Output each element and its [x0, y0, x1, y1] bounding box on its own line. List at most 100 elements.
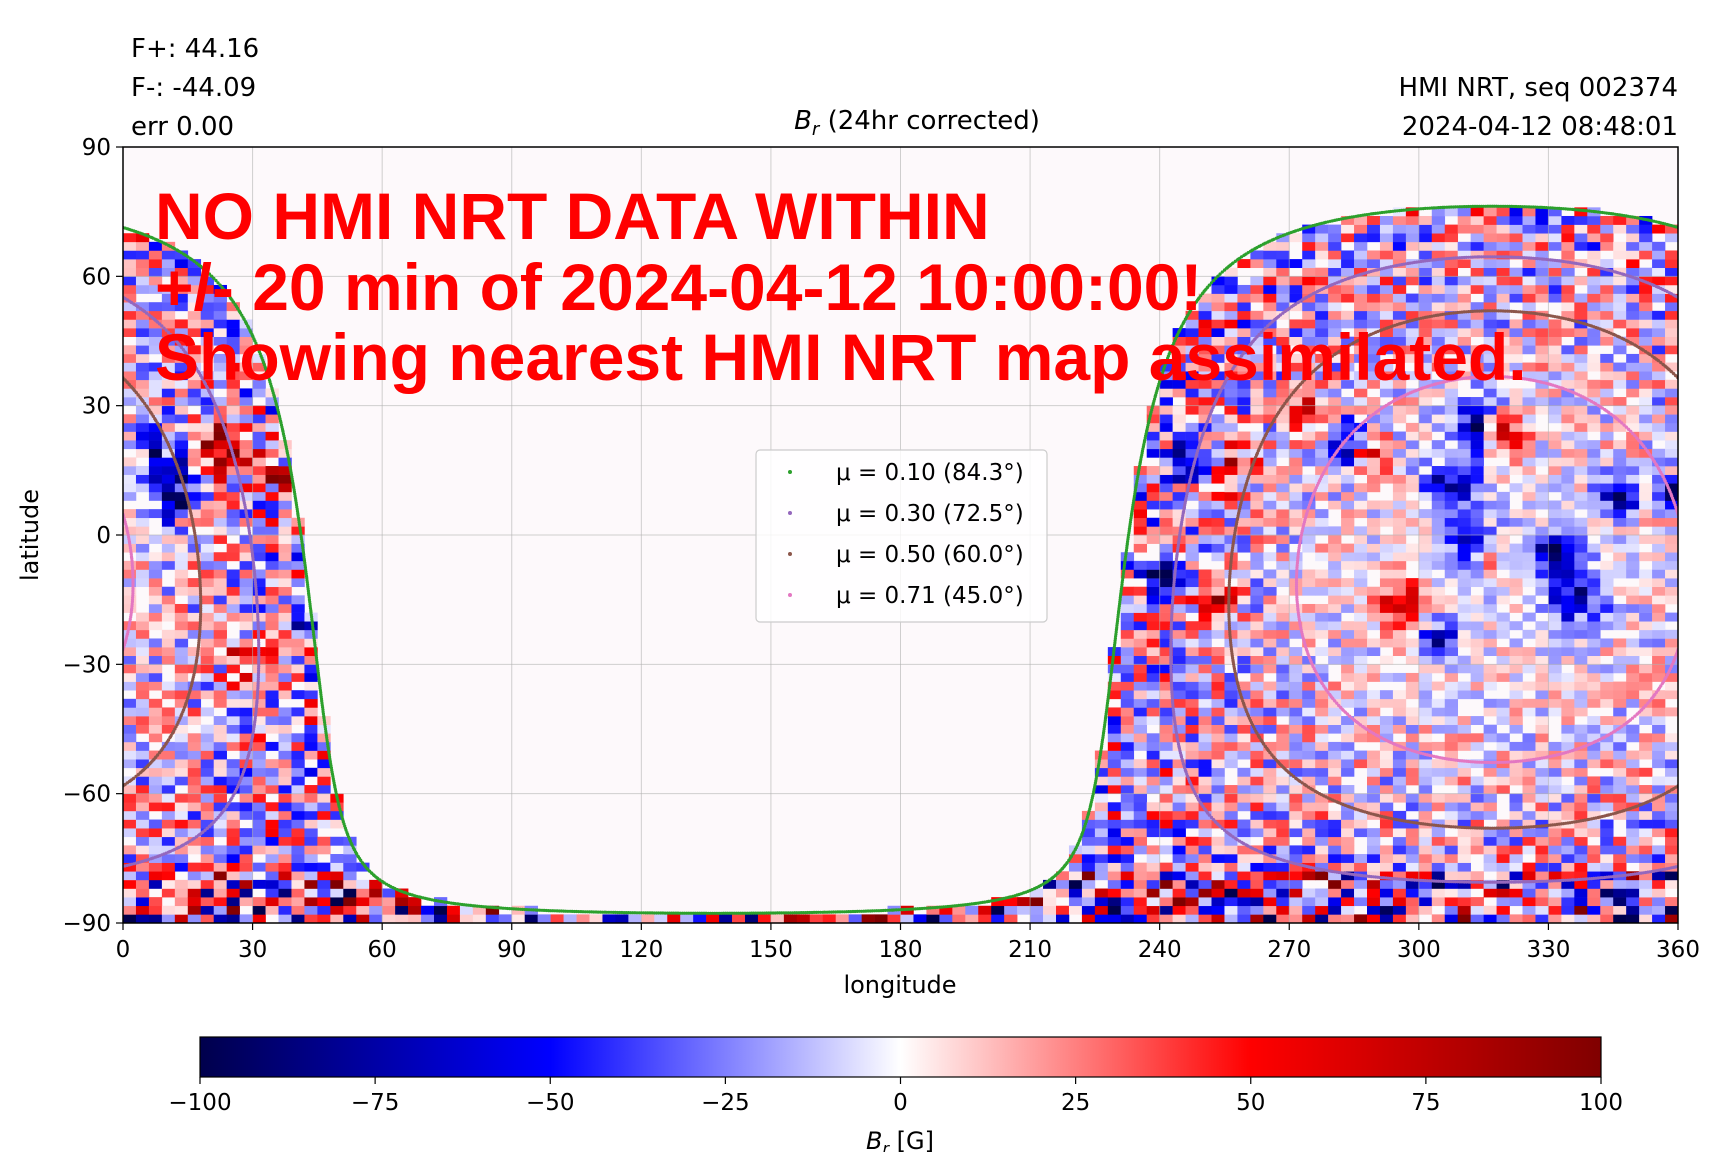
magnetogram-cell — [213, 371, 227, 381]
magnetogram-cell — [148, 259, 163, 269]
magnetogram-cell — [1198, 612, 1212, 622]
magnetogram-cell — [1665, 310, 1678, 320]
magnetogram-cell — [1120, 655, 1135, 665]
magnetogram-cell — [1392, 578, 1407, 588]
magnetogram-cell — [1405, 828, 1420, 838]
magnetogram-cell — [1120, 629, 1135, 639]
magnetogram-cell — [1574, 379, 1588, 389]
magnetogram-cell — [1639, 612, 1653, 622]
magnetogram-cell — [1626, 319, 1640, 329]
magnetogram-cell — [1354, 422, 1368, 432]
magnetogram-cell — [1341, 819, 1355, 829]
magnetogram-cell — [252, 828, 266, 838]
magnetogram-cell — [1418, 319, 1433, 329]
magnetogram-cell — [1263, 397, 1277, 406]
magnetogram-cell — [1496, 500, 1510, 510]
magnetogram-cell — [1522, 750, 1536, 760]
magnetogram-cell — [1522, 267, 1536, 277]
magnetogram-cell — [1457, 543, 1471, 553]
magnetogram-cell — [148, 371, 163, 381]
magnetogram-cell — [187, 828, 202, 838]
magnetogram-cell — [1613, 914, 1627, 923]
magnetogram-cell — [1561, 603, 1575, 613]
magnetogram-cell — [1289, 785, 1303, 794]
magnetogram-cell — [135, 802, 150, 812]
magnetogram-cell — [1302, 905, 1316, 915]
magnetogram-cell — [161, 888, 176, 898]
magnetogram-cell — [1237, 336, 1251, 346]
magnetogram-cell — [1328, 638, 1342, 648]
magnetogram-cell — [187, 879, 202, 889]
magnetogram-cell — [1146, 750, 1160, 760]
magnetogram-cell — [1587, 250, 1601, 260]
magnetogram-cell — [991, 914, 1005, 923]
magnetogram-cell — [1509, 336, 1523, 346]
magnetogram-cell — [1068, 871, 1083, 881]
magnetogram-cell — [1548, 810, 1562, 820]
magnetogram-cell — [1431, 302, 1446, 312]
magnetogram-cell — [1626, 310, 1640, 320]
magnetogram-cell — [1237, 578, 1251, 588]
plot-title: Br (24hr corrected) — [794, 106, 1040, 140]
magnetogram-cell — [1535, 336, 1549, 346]
magnetogram-cell — [1224, 828, 1238, 838]
magnetogram-cell — [1470, 302, 1484, 312]
magnetogram-cell — [148, 491, 163, 501]
magnetogram-cell — [1211, 586, 1225, 596]
magnetogram-cell — [1470, 362, 1484, 372]
magnetogram-cell — [1198, 491, 1212, 501]
magnetogram-cell — [1198, 319, 1212, 329]
magnetogram-cell — [1133, 845, 1148, 855]
magnetogram-cell — [1341, 466, 1355, 475]
magnetogram-cell — [1237, 397, 1251, 406]
magnetogram-cell — [1665, 681, 1678, 691]
magnetogram-cell — [1328, 629, 1342, 639]
magnetogram-cell — [1496, 353, 1510, 363]
magnetogram-cell — [1600, 569, 1614, 579]
magnetogram-cell — [1587, 672, 1601, 682]
magnetogram-cell — [1379, 862, 1394, 872]
magnetogram-cell — [1483, 767, 1497, 777]
magnetogram-cell — [1535, 543, 1549, 553]
magnetogram-cell — [1185, 776, 1199, 786]
magnetogram-cell — [1548, 595, 1562, 605]
magnetogram-cell — [1302, 284, 1316, 294]
magnetogram-cell — [1496, 345, 1510, 355]
magnetogram-cell — [1457, 241, 1471, 251]
magnetogram-cell — [1522, 741, 1536, 751]
magnetogram-cell — [1315, 224, 1329, 234]
magnetogram-cell — [1444, 483, 1459, 493]
magnetogram-cell — [174, 422, 189, 432]
magnetogram-cell — [1211, 698, 1225, 708]
magnetogram-cell — [1652, 483, 1666, 493]
magnetogram-cell — [1276, 819, 1290, 829]
magnetogram-cell — [1652, 345, 1666, 355]
magnetogram-cell — [1548, 836, 1562, 846]
magnetogram-cell — [1379, 888, 1394, 898]
magnetogram-cell — [1405, 431, 1420, 441]
magnetogram-cell — [1613, 474, 1627, 484]
magnetogram-cell — [1094, 871, 1109, 881]
magnetogram-cell — [1548, 552, 1562, 562]
magnetogram-cell — [1250, 431, 1264, 441]
magnetogram-cell — [1574, 241, 1588, 251]
magnetogram-cell — [1250, 578, 1264, 588]
magnetogram-cell — [252, 595, 266, 605]
magnetogram-cell — [135, 440, 150, 450]
magnetogram-cell — [1354, 224, 1368, 234]
magnetogram-cell — [874, 914, 888, 923]
magnetogram-cell — [1341, 491, 1355, 501]
magnetogram-cell — [1405, 612, 1420, 622]
magnetogram-cell — [1561, 569, 1575, 579]
magnetogram-cell — [1094, 759, 1109, 769]
magnetogram-cell — [1483, 491, 1497, 501]
magnetogram-cell — [187, 836, 202, 846]
magnetogram-cell — [1639, 405, 1653, 415]
magnetogram-cell — [1107, 759, 1122, 769]
magnetogram-cell — [1185, 690, 1199, 700]
magnetogram-cell — [1431, 759, 1446, 769]
magnetogram-cell — [1431, 345, 1446, 355]
magnetogram-cell — [1302, 250, 1316, 260]
magnetogram-cell — [1457, 621, 1471, 631]
magnetogram-cell — [291, 854, 305, 863]
